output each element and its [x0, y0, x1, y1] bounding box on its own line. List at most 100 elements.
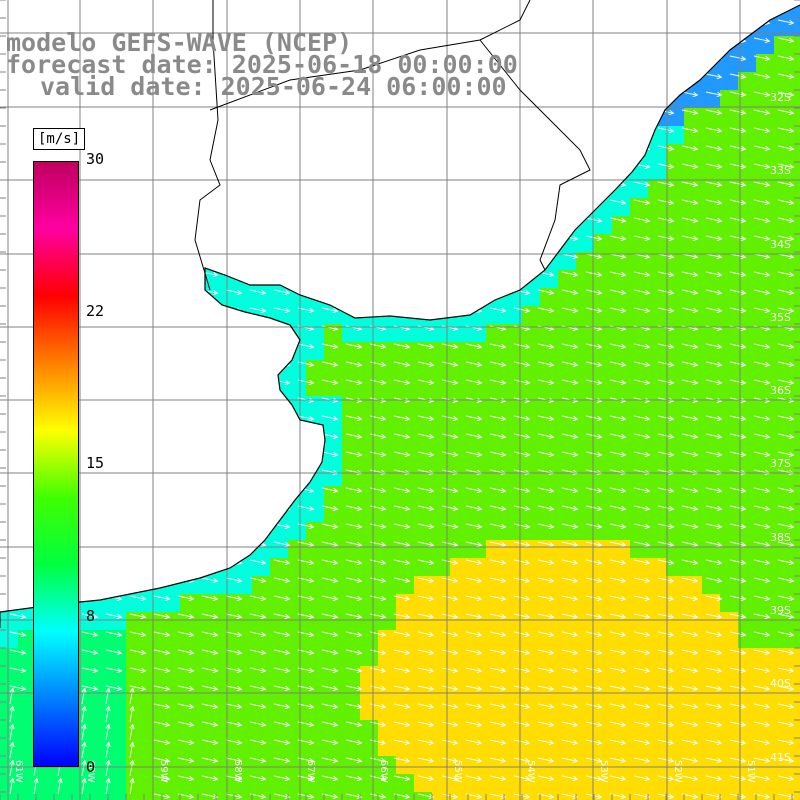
- wind-arrow: [513, 505, 530, 511]
- wind-arrow: [657, 703, 674, 709]
- wind-arrow: [681, 685, 698, 691]
- wind-arrow: [633, 505, 650, 511]
- field-cell: [162, 288, 181, 307]
- wind-arrow: [345, 19, 362, 25]
- field-cell: [558, 540, 577, 559]
- field-cell: [378, 0, 397, 19]
- field-cell: [468, 648, 487, 667]
- field-cell: [738, 270, 757, 289]
- field-cell: [540, 72, 559, 91]
- wind-arrow: [609, 793, 626, 799]
- field-cell: [558, 522, 577, 541]
- field-cell: [324, 720, 343, 739]
- wind-arrow: [609, 667, 626, 673]
- colorbar-unit: [m/s]: [33, 128, 86, 150]
- wind-arrow: [753, 379, 770, 385]
- wind-arrow: [705, 415, 722, 421]
- wind-arrow: [729, 685, 746, 691]
- wind-arrow: [177, 721, 194, 727]
- field-cell: [324, 252, 343, 271]
- field-cell: [684, 432, 703, 451]
- wind-arrow: [393, 541, 410, 547]
- field-cell: [468, 324, 487, 343]
- field-cell: [396, 0, 415, 19]
- wind-arrow: [297, 523, 314, 529]
- wind-arrow: [753, 73, 770, 79]
- wind-arrow: [633, 703, 650, 709]
- field-cell: [162, 378, 181, 397]
- wind-arrow: [537, 73, 554, 79]
- wind-arrow: [297, 739, 314, 745]
- field-cell: [522, 342, 541, 361]
- wind-arrow: [81, 181, 98, 187]
- field-cell: [180, 396, 199, 415]
- wind-arrow: [345, 739, 362, 745]
- wind-arrow: [129, 487, 146, 493]
- wind-arrow: [9, 541, 26, 547]
- field-cell: [432, 594, 451, 613]
- wind-arrow: [81, 559, 98, 565]
- field-cell: [306, 0, 325, 19]
- field-cell: [612, 36, 631, 55]
- field-cell: [216, 612, 235, 631]
- colorbar-tick: 0: [86, 758, 96, 776]
- wind-arrow: [777, 595, 794, 601]
- field-cell: [756, 234, 775, 253]
- wind-arrow: [513, 595, 530, 601]
- field-cell: [576, 18, 595, 37]
- field-cell: [612, 144, 631, 163]
- field-cell: [522, 612, 541, 631]
- wind-arrow: [225, 631, 242, 637]
- field-cell: [594, 378, 613, 397]
- wind-arrow: [177, 289, 194, 295]
- field-cell: [288, 720, 307, 739]
- field-cell: [180, 756, 199, 775]
- wind-arrow: [537, 505, 554, 511]
- field-cell: [720, 306, 739, 325]
- wind-arrow: [465, 703, 482, 709]
- wind-arrow: [153, 559, 170, 565]
- field-cell: [468, 774, 487, 793]
- field-cell: [612, 594, 631, 613]
- wind-arrow: [633, 757, 650, 763]
- field-cell: [234, 198, 253, 217]
- field-cell: [792, 396, 800, 415]
- field-cell: [684, 36, 703, 55]
- wind-arrow: [489, 631, 506, 637]
- field-cell: [468, 558, 487, 577]
- wind-arrow: [705, 721, 722, 727]
- field-cell: [756, 702, 775, 721]
- wind-arrow: [225, 415, 242, 421]
- field-cell: [0, 774, 19, 793]
- field-cell: [630, 486, 649, 505]
- field-cell: [270, 144, 289, 163]
- wind-arrow: [129, 235, 146, 241]
- field-cell: [576, 54, 595, 73]
- wind-arrow: [657, 91, 674, 97]
- field-cell: [774, 540, 793, 559]
- field-cell: [774, 216, 793, 235]
- wind-arrow: [9, 109, 26, 115]
- wind-arrow: [681, 55, 698, 61]
- wind-arrow: [441, 181, 458, 187]
- wind-arrow: [489, 451, 506, 457]
- wind-arrow: [681, 487, 698, 493]
- field-cell: [180, 522, 199, 541]
- wind-arrow: [513, 613, 530, 619]
- field-cell: [126, 558, 145, 577]
- wind-arrow: [777, 721, 794, 727]
- field-cell: [0, 468, 19, 487]
- wind-arrow: [609, 361, 626, 367]
- field-cell: [774, 414, 793, 433]
- field-cell: [270, 486, 289, 505]
- wind-arrow: [681, 505, 698, 511]
- field-cell: [630, 666, 649, 685]
- field-cell: [270, 414, 289, 433]
- field-cell: [738, 144, 757, 163]
- wind-arrow: [225, 595, 242, 601]
- field-cell: [414, 540, 433, 559]
- field-cell: [648, 216, 667, 235]
- field-cell: [558, 144, 577, 163]
- wind-arrow: [729, 613, 746, 619]
- field-cell: [684, 648, 703, 667]
